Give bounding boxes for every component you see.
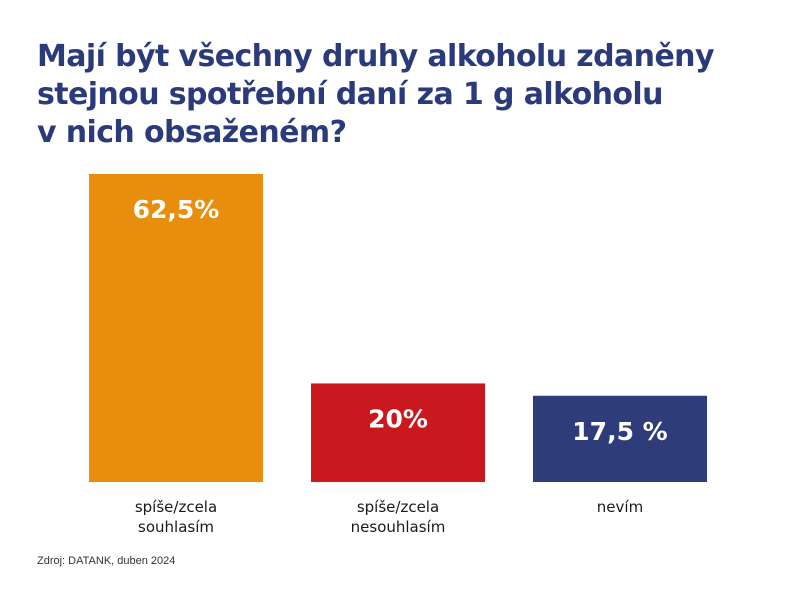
category-label-1-line-1: nesouhlasím — [351, 518, 446, 536]
bar-value-label-2: 17,5 % — [572, 417, 667, 446]
bar-1 — [311, 383, 485, 482]
category-label-0-line-0: spíše/zcela — [135, 498, 217, 516]
category-label-1-line-0: spíše/zcela — [357, 498, 439, 516]
bar-value-label-0: 62,5% — [133, 195, 220, 224]
chart-title-line-2: stejnou spotřební daní za 1 g alkoholu — [37, 77, 663, 112]
chart-title: Mají být všechny druhy alkoholu zdaněny … — [37, 38, 777, 152]
category-label-0: spíše/zcela souhlasím — [135, 498, 217, 536]
category-label-1: spíše/zcela nesouhlasím — [351, 498, 446, 536]
chart-title-line-3: v nich obsaženém? — [37, 115, 347, 150]
bar-0 — [89, 174, 263, 482]
source-note: Zdroj: DATANK, duben 2024 — [37, 555, 176, 567]
chart-title-line-1: Mají být všechny druhy alkoholu zdaněny — [37, 39, 715, 74]
category-label-2-line-0: nevím — [597, 498, 643, 516]
category-label-0-line-1: souhlasím — [138, 518, 214, 536]
bar-2 — [533, 395, 707, 482]
bar-value-label-1: 20% — [368, 404, 428, 433]
category-label-2: nevím — [597, 498, 643, 516]
